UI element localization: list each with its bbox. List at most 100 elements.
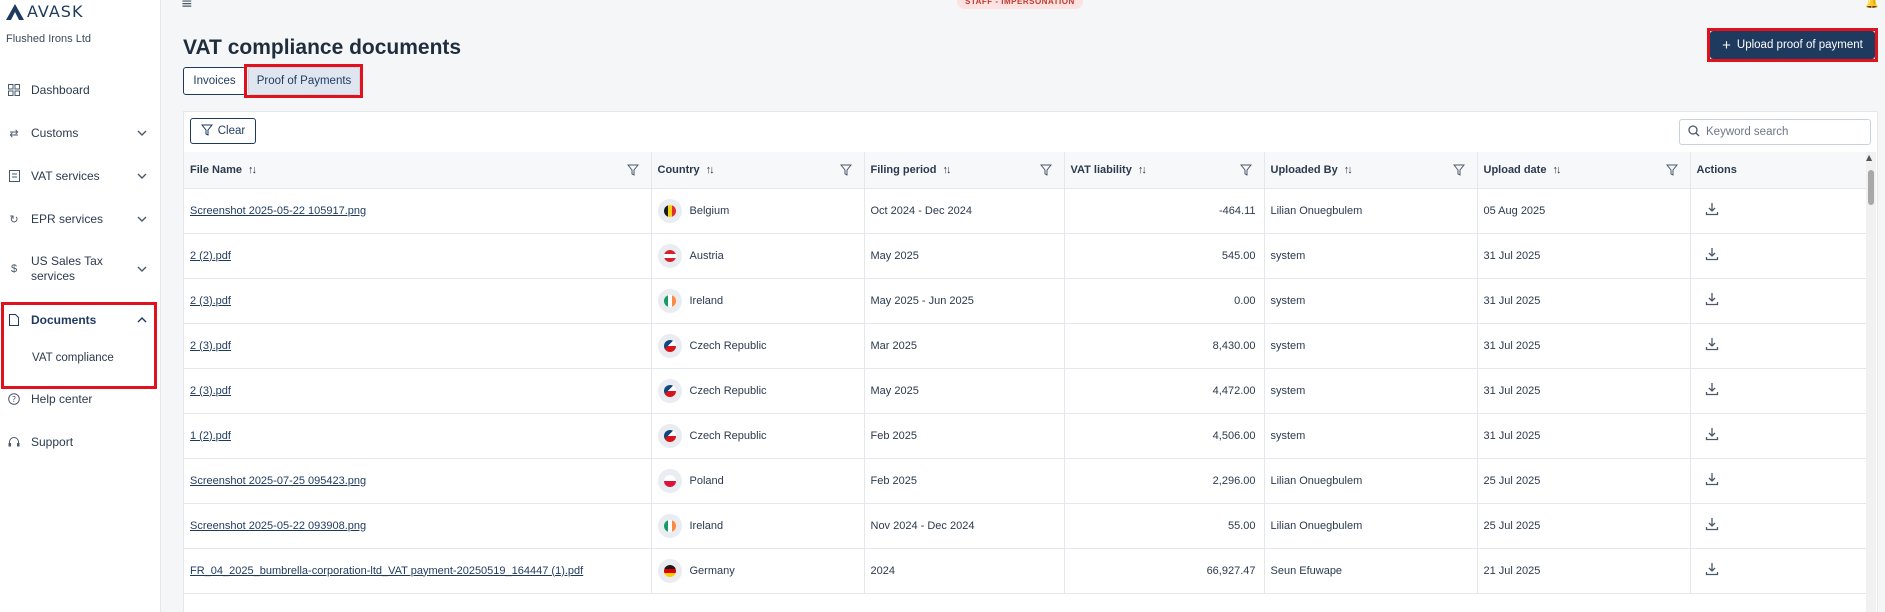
vat-liability-cell: 2,296.00 <box>1064 458 1265 504</box>
download-icon[interactable] <box>1705 247 1719 261</box>
file-icon <box>7 313 21 327</box>
file-link[interactable]: Screenshot 2025-05-22 093908.png <box>190 519 367 532</box>
filter-icon[interactable] <box>1239 164 1252 176</box>
file-link[interactable]: 2 (3).pdf <box>190 294 231 307</box>
file-link[interactable]: FR_04_2025_bumbrella-corporation-ltd_VAT… <box>190 564 584 577</box>
filter-icon[interactable] <box>839 164 852 176</box>
table-scrollbar[interactable] <box>1866 152 1876 612</box>
download-icon[interactable] <box>1705 517 1719 531</box>
filing-period-cell: Feb 2025 <box>864 458 1065 504</box>
filter-icon[interactable] <box>1452 164 1465 176</box>
upload-date-cell: 31 Jul 2025 <box>1477 323 1691 369</box>
download-icon[interactable] <box>1705 202 1719 216</box>
table-row: Screenshot 2025-07-25 095423.png Poland Fe… <box>184 458 1867 504</box>
scroll-up-icon[interactable]: ▲ <box>1866 153 1873 162</box>
download-icon[interactable] <box>1705 427 1719 441</box>
uploaded-by-cell: system <box>1264 413 1478 459</box>
filter-icon[interactable] <box>1665 164 1678 176</box>
menu-icon[interactable]: ≡ <box>181 0 193 12</box>
sidebar-item-help-center[interactable]: ? Help center <box>0 391 161 407</box>
sidebar-item-customs[interactable]: ⇄ Customs <box>0 125 161 141</box>
filing-period-cell: May 2025 <box>864 368 1065 414</box>
sidebar-item-us-sales-tax[interactable]: $ US Sales Tax services <box>0 254 161 284</box>
table-row: 2 (3).pdf Czech Republic May 2025 4,472.00 s… <box>184 368 1867 414</box>
sidebar-subitem-vat-compliance[interactable]: VAT compliance <box>32 352 114 364</box>
column-header-file-name[interactable]: File Name ↑↓ <box>184 152 652 189</box>
tab-label: Proof of Payments <box>256 75 352 87</box>
filing-period-cell: May 2025 - Jun 2025 <box>864 278 1065 324</box>
download-icon[interactable] <box>1705 562 1719 576</box>
uploaded-by-cell: Lilian Onuegbulem <box>1264 188 1478 234</box>
file-name-cell: Screenshot 2025-05-22 105917.png <box>184 188 652 234</box>
uploaded-by-cell: Seun Efuwape <box>1264 548 1478 594</box>
highlight-box <box>244 64 363 98</box>
sidebar-item-vat-services[interactable]: VAT services <box>0 168 161 184</box>
scrollbar-thumb[interactable] <box>1868 170 1874 205</box>
country-cell: Austria <box>651 233 865 279</box>
table-row: FR_04_2025_bumbrella-corporation-ltd_VAT… <box>184 548 1867 594</box>
vat-liability-cell: 55.00 <box>1064 503 1265 549</box>
notification-icon[interactable]: 🔔 <box>1865 0 1879 9</box>
filter-icon[interactable] <box>626 164 639 176</box>
uploaded-by-cell: system <box>1264 368 1478 414</box>
file-name-cell: 1 (2).pdf <box>184 413 652 459</box>
actions-cell <box>1690 323 1867 369</box>
file-link[interactable]: Screenshot 2025-07-25 095423.png <box>190 474 367 487</box>
sort-icon[interactable]: ↑↓ <box>1343 163 1353 176</box>
file-name-cell: 2 (3).pdf <box>184 368 652 414</box>
file-link[interactable]: 1 (2).pdf <box>190 429 231 442</box>
sidebar-item-support[interactable]: Support <box>0 434 161 450</box>
sidebar-item-label: EPR services <box>31 212 104 226</box>
country-flag-icon <box>657 243 682 268</box>
country-flag-icon <box>657 378 682 403</box>
sort-icon[interactable]: ↑↓ <box>1137 163 1147 176</box>
filing-period-cell: 2024 <box>864 548 1065 594</box>
filter-icon[interactable] <box>1039 164 1052 176</box>
download-icon[interactable] <box>1705 472 1719 486</box>
file-link[interactable]: 2 (2).pdf <box>190 249 231 262</box>
file-link[interactable]: Screenshot 2025-05-22 105917.png <box>190 204 367 217</box>
sort-icon[interactable]: ↑↓ <box>942 163 952 176</box>
filing-period-cell: Feb 2025 <box>864 413 1065 459</box>
tab-invoices[interactable]: Invoices <box>183 67 246 95</box>
avask-logo-icon <box>6 3 24 20</box>
sort-icon[interactable]: ↑↓ <box>1552 163 1561 176</box>
uploaded-by-cell: Lilian Onuegbulem <box>1264 503 1478 549</box>
column-header-uploaded-by[interactable]: Uploaded By ↑↓ <box>1264 152 1478 189</box>
vat-liability-cell: -464.11 <box>1064 188 1265 234</box>
vat-liability-cell: 4,506.00 <box>1064 413 1265 459</box>
sidebar-item-documents[interactable]: Documents <box>0 312 161 328</box>
column-header-country[interactable]: Country ↑↓ <box>651 152 865 189</box>
download-icon[interactable] <box>1705 292 1719 306</box>
column-header-vat-liability[interactable]: VAT liability ↑↓ <box>1064 152 1265 189</box>
country-cell: Czech Republic <box>651 368 865 414</box>
file-link[interactable]: 2 (3).pdf <box>190 339 231 352</box>
sidebar-item-dashboard[interactable]: Dashboard <box>0 82 161 98</box>
table-row: 2 (3).pdf Czech Republic Mar 2025 8,430.00 s… <box>184 323 1867 369</box>
file-name-cell: 2 (3).pdf <box>184 323 652 369</box>
sort-icon[interactable]: ↑↓ <box>705 163 715 176</box>
tab-proof-of-payments[interactable]: Proof of Payments <box>248 67 360 95</box>
sidebar-item-epr-services[interactable]: ↻ EPR services <box>0 211 161 227</box>
actions-cell <box>1690 233 1867 279</box>
sidebar-item-label: Customs <box>31 126 79 140</box>
headset-icon <box>7 435 21 449</box>
column-header-upload-date[interactable]: Upload date ↑↓ <box>1477 152 1691 189</box>
grid-icon <box>7 83 21 97</box>
download-icon[interactable] <box>1705 382 1719 396</box>
sidebar-item-label: Dashboard <box>31 83 90 97</box>
column-header-filing-period[interactable]: Filing period ↑↓ <box>864 152 1065 189</box>
file-link[interactable]: 2 (3).pdf <box>190 384 231 397</box>
sort-icon[interactable]: ↑↓ <box>247 163 257 176</box>
upload-proof-button[interactable]: + Upload proof of payment <box>1710 31 1875 59</box>
download-icon[interactable] <box>1705 337 1719 351</box>
search-input[interactable] <box>1706 126 1866 138</box>
keyword-search[interactable] <box>1679 119 1871 145</box>
clear-filters-button[interactable]: Clear <box>190 118 256 144</box>
vat-liability-cell: 4,472.00 <box>1064 368 1265 414</box>
table-row: 2 (3).pdf Ireland May 2025 - Jun 2025 0.00 s… <box>184 278 1867 324</box>
brand-logo[interactable]: AVASK <box>6 2 83 21</box>
tab-label: Invoices <box>193 75 236 87</box>
actions-cell <box>1690 413 1867 459</box>
country-flag-icon <box>657 558 682 583</box>
